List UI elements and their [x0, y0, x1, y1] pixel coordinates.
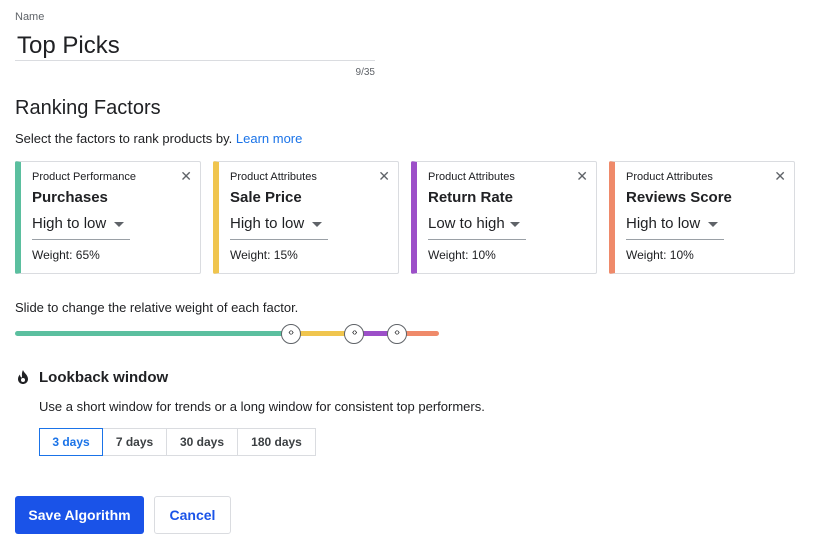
name-label: Name — [15, 11, 45, 23]
direction-select[interactable]: High to low — [32, 212, 130, 240]
factor-weight: Weight: 10% — [626, 248, 694, 262]
factor-weight: Weight: 65% — [32, 248, 100, 262]
factor-name: Reviews Score — [626, 189, 732, 206]
slider-segment-4 — [396, 331, 439, 336]
factor-category: Product Attributes — [230, 171, 317, 183]
cancel-button[interactable]: Cancel — [154, 496, 231, 534]
lookback-option-3-days[interactable]: 3 days — [39, 428, 103, 456]
factor-category: Product Attributes — [626, 171, 713, 183]
learn-more-link[interactable]: Learn more — [235, 131, 303, 146]
close-icon[interactable]: ✕ — [378, 168, 390, 184]
lookback-options: 3 days 7 days 30 days 180 days — [39, 428, 316, 456]
factor-name: Return Rate — [428, 189, 514, 206]
lookback-option-30-days[interactable]: 30 days — [166, 428, 238, 456]
caret-down-icon — [510, 222, 520, 227]
flame-icon — [18, 370, 28, 384]
close-icon[interactable]: ✕ — [576, 168, 588, 184]
slider-segment-3 — [354, 331, 397, 336]
caret-down-icon — [312, 222, 322, 227]
slider-segment-1 — [15, 331, 291, 336]
factor-category: Product Attributes — [428, 171, 515, 183]
section-title: Ranking Factors — [15, 97, 161, 119]
slider-segment-2 — [290, 331, 355, 336]
direction-value: High to low — [230, 215, 305, 232]
drag-arrows-icon: ‹› — [394, 327, 400, 338]
factor-category: Product Performance — [32, 171, 136, 183]
char-count: 9/35 — [355, 67, 375, 78]
factor-name: Sale Price — [230, 189, 302, 206]
factor-name: Purchases — [32, 189, 108, 206]
weight-slider-track[interactable] — [15, 331, 439, 336]
lookback-title: Lookback window — [39, 369, 169, 386]
lookback-description: Use a short window for trends or a long … — [39, 399, 485, 414]
name-input-value: Top Picks — [17, 32, 120, 59]
slider-label: Slide to change the relative weight of e… — [15, 300, 299, 315]
name-input[interactable]: Top Picks — [15, 30, 375, 61]
section-description-text: Select the factors to rank products by. — [15, 131, 233, 146]
caret-down-icon — [708, 222, 718, 227]
direction-select[interactable]: Low to high — [428, 212, 526, 240]
factor-card-purchases: Product Performance Purchases ✕ High to … — [15, 161, 201, 274]
factor-weight: Weight: 10% — [428, 248, 496, 262]
drag-arrows-icon: ‹› — [351, 327, 358, 338]
direction-value: Low to high — [428, 215, 505, 232]
direction-value: High to low — [626, 215, 701, 232]
direction-select[interactable]: High to low — [230, 212, 328, 240]
direction-select[interactable]: High to low — [626, 212, 724, 240]
save-algorithm-button[interactable]: Save Algorithm — [15, 496, 144, 534]
caret-down-icon — [114, 222, 124, 227]
factor-card-reviews-score: Product Attributes Reviews Score ✕ High … — [609, 161, 795, 274]
slider-handle-1[interactable]: ‹› — [280, 324, 301, 344]
close-icon[interactable]: ✕ — [180, 168, 192, 184]
close-icon[interactable]: ✕ — [774, 168, 786, 184]
factor-card-sale-price: Product Attributes Sale Price ✕ High to … — [213, 161, 399, 274]
lookback-option-7-days[interactable]: 7 days — [102, 428, 167, 456]
slider-handle-2[interactable]: ‹› — [344, 324, 365, 344]
section-description: Select the factors to rank products by. … — [15, 131, 302, 146]
drag-arrows-icon: ‹› — [288, 327, 294, 338]
direction-value: High to low — [32, 215, 107, 232]
slider-handle-3[interactable]: ‹› — [386, 324, 407, 344]
factor-weight: Weight: 15% — [230, 248, 298, 262]
factor-card-return-rate: Product Attributes Return Rate ✕ Low to … — [411, 161, 597, 274]
lookback-option-180-days[interactable]: 180 days — [237, 428, 316, 456]
